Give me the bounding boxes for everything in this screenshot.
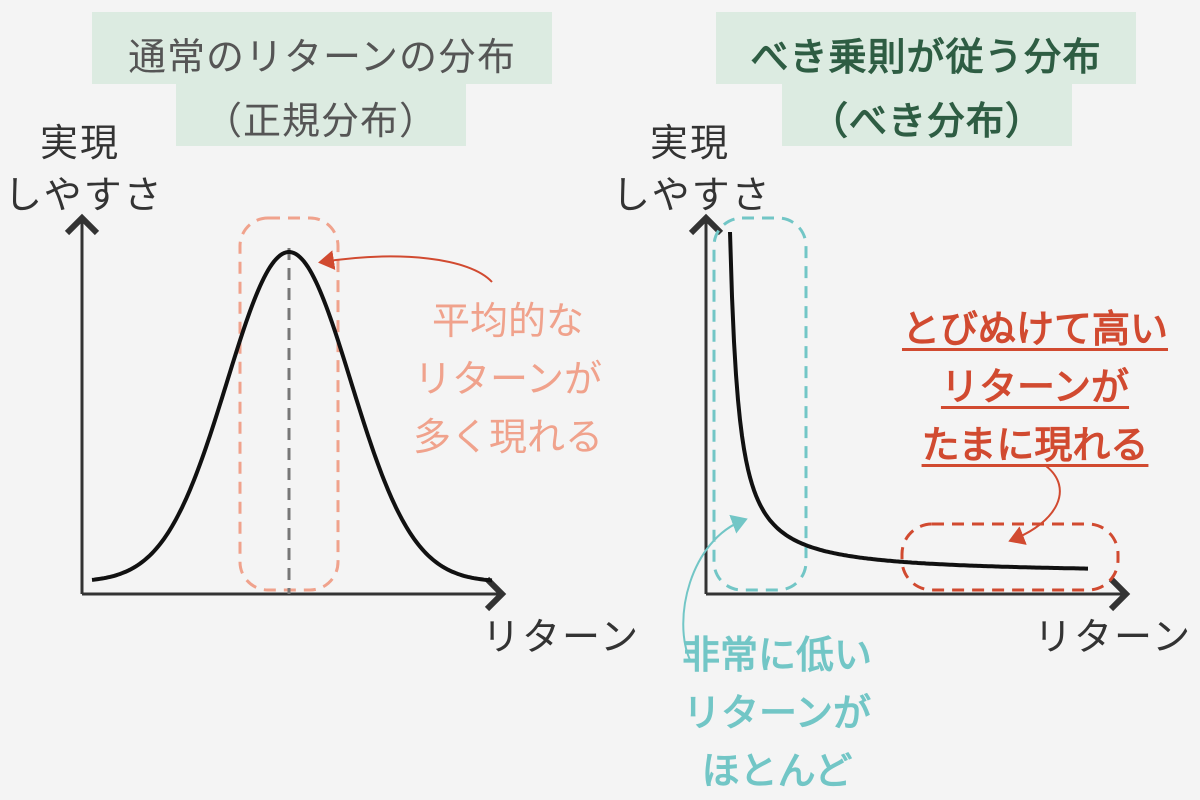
left-annotation-line3: 多く現れる	[412, 415, 603, 459]
left-title-box-lower	[176, 84, 466, 146]
right-power-law-curve	[728, 231, 1088, 571]
left-ylabel-line2: しやすさ	[4, 173, 164, 217]
right-title-line1: べき乗則が従う分布	[750, 35, 1102, 79]
right-title-line2: （べき分布）	[809, 99, 1044, 143]
right-tail-annotation-line1: とびぬけて高い	[901, 307, 1168, 351]
right-tail-highlight-box	[900, 522, 1120, 592]
left-annotation-line2: リターンが	[413, 357, 603, 401]
right-tail-annotation-line2: リターンが	[940, 365, 1130, 409]
right-ylabel-line2: しやすさ	[612, 173, 772, 217]
right-xlabel: リターン	[1034, 615, 1193, 659]
right-head-highlight-box	[712, 216, 808, 592]
right-title-box-lower	[782, 84, 1072, 146]
left-annotation: 平均的な リターンが 多く現れる	[378, 292, 638, 466]
right-tail-annotation: とびぬけて高い リターンが たまに現れる	[868, 300, 1200, 474]
left-annotation-line1: 平均的な	[431, 299, 584, 343]
right-tail-annotation-arrow	[1008, 465, 1061, 545]
right-title-box	[716, 12, 1136, 84]
right-head-annotation-arrow	[682, 514, 748, 661]
right-head-annotation-line1: 非常に低い	[681, 633, 872, 677]
left-xlabel: リターン	[482, 615, 641, 659]
left-normal-curve	[91, 250, 493, 583]
left-title-box	[92, 12, 552, 84]
right-head-annotation: 非常に低い リターンが ほとんど	[652, 626, 902, 800]
left-title-line1: 通常のリターンの分布	[127, 35, 517, 79]
left-annotation-arrow	[318, 250, 493, 283]
left-ylabel-line1: 実現	[40, 121, 121, 165]
right-tail-annotation-line3: たまに現れる	[921, 423, 1149, 467]
right-ylabel-line1: 実現	[650, 121, 731, 165]
right-head-annotation-line2: リターンが	[682, 691, 872, 735]
left-title-line2: （正規分布）	[203, 99, 438, 143]
right-head-annotation-line3: ほとんど	[701, 749, 853, 793]
